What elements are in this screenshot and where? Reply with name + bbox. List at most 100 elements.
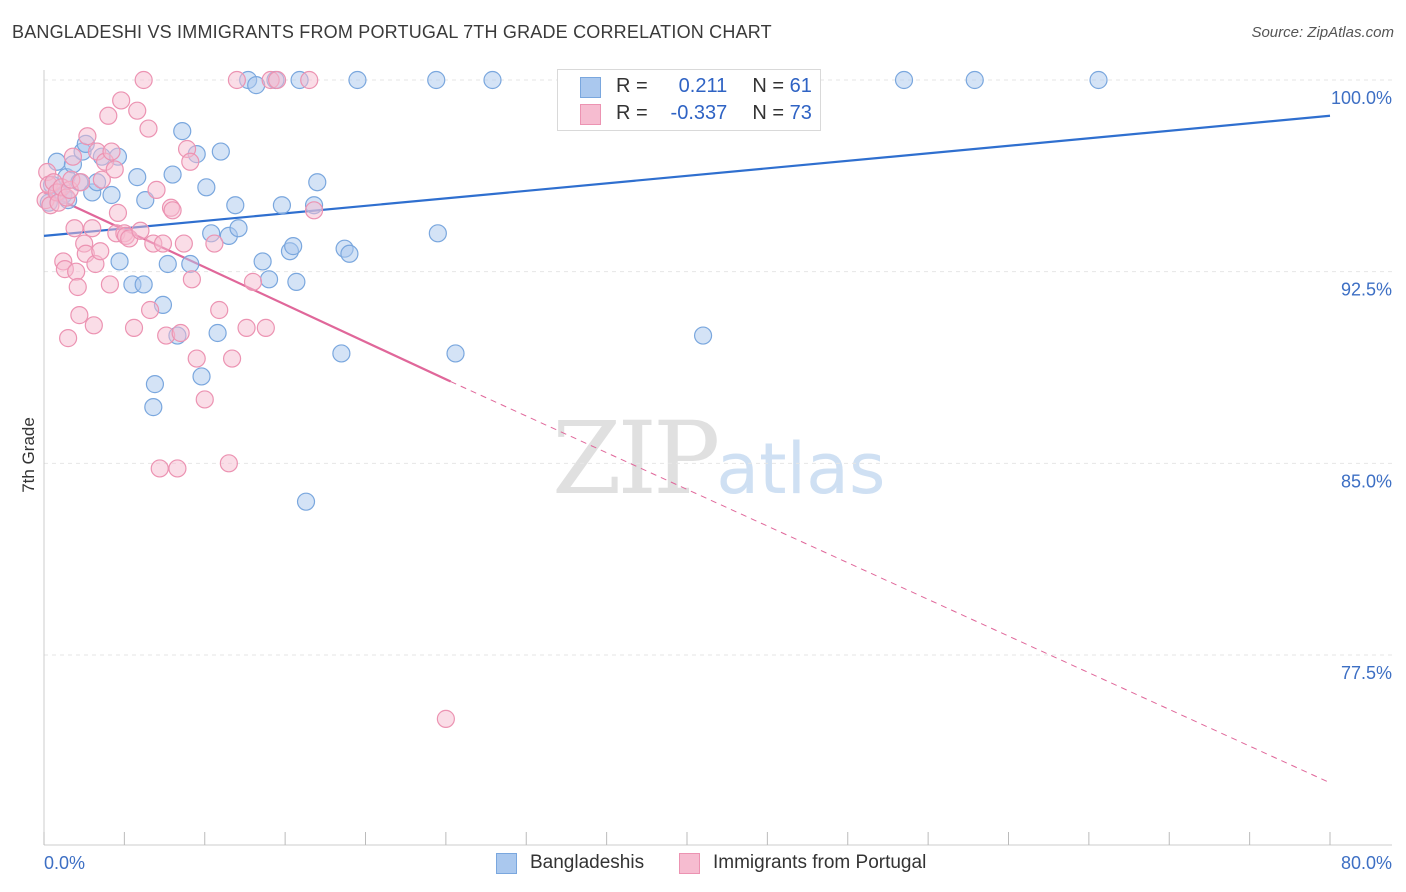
legend-swatch-pink: [679, 853, 700, 874]
point-portugal: [300, 70, 319, 90]
r-value-bangladeshis: 0.211: [678, 75, 728, 97]
point-portugal: [195, 390, 214, 409]
y-tick-label: 100.0%: [1331, 88, 1392, 108]
point-bangladeshi: [134, 275, 153, 294]
point-portugal: [99, 106, 118, 125]
point-portugal: [219, 454, 238, 473]
point-bangladeshi: [192, 367, 211, 386]
r-label: R =: [616, 102, 648, 124]
x-tick-label-max: 80.0%: [1341, 853, 1392, 873]
point-portugal: [70, 306, 89, 325]
point-bangladeshi: [173, 122, 192, 141]
watermark-zip: ZIP: [552, 400, 720, 517]
point-portugal: [150, 459, 169, 478]
point-portugal: [92, 170, 111, 189]
point-portugal: [112, 91, 131, 110]
x-tick-label-min: 0.0%: [44, 853, 85, 873]
point-bangladeshi: [446, 344, 465, 363]
y-tick-label: 92.5%: [1341, 280, 1392, 300]
point-bangladeshi: [211, 142, 230, 161]
point-portugal: [243, 272, 263, 291]
point-bangladeshi: [340, 244, 359, 263]
point-portugal: [124, 318, 144, 337]
legend-label-portugal: Immigrants from Portugal: [713, 852, 927, 873]
point-bangladeshi: [136, 191, 155, 210]
point-portugal: [84, 316, 103, 335]
point-bangladeshi: [163, 165, 182, 184]
point-portugal: [153, 234, 173, 253]
point-portugal: [78, 127, 97, 146]
y-tick-label: 85.0%: [1341, 471, 1392, 491]
series-legend: Bangladeshis Immigrants from Portugal: [0, 852, 1406, 878]
point-portugal: [210, 300, 229, 320]
point-portugal: [237, 318, 256, 337]
r-value-portugal: -0.337: [670, 102, 728, 124]
point-bangladeshi: [110, 252, 129, 271]
point-portugal: [134, 70, 153, 90]
n-value-bangladeshis: 61: [789, 75, 812, 97]
point-bangladeshi: [229, 219, 248, 238]
point-portugal: [67, 262, 86, 281]
n-label: N =: [752, 75, 785, 97]
point-portugal: [68, 277, 87, 297]
point-bangladeshi: [145, 375, 165, 394]
point-portugal: [227, 70, 246, 90]
point-bangladeshi: [693, 326, 713, 345]
point-portugal: [168, 459, 187, 478]
trend-line-portugal-extension: [450, 381, 1331, 784]
point-portugal: [59, 329, 78, 348]
legend-swatch-pink: [580, 104, 601, 125]
point-portugal: [267, 70, 287, 90]
point-bangladeshi: [428, 224, 447, 243]
point-portugal: [304, 201, 324, 220]
watermark-atlas: atlas: [716, 428, 886, 510]
point-bangladeshi: [296, 492, 316, 511]
point-portugal: [83, 219, 102, 238]
point-bangladeshi: [253, 252, 272, 271]
point-bangladeshi: [894, 70, 914, 90]
point-bangladeshi: [144, 398, 163, 417]
gridlines: [44, 79, 1392, 656]
legend-label-bangladeshis: Bangladeshis: [530, 852, 645, 873]
axes: [43, 70, 1392, 846]
y-tick-label: 77.5%: [1341, 663, 1392, 683]
point-portugal: [65, 219, 84, 238]
point-portugal: [102, 142, 121, 161]
correlation-legend: R = 0.211 N = 61 R = -0.337 N = 73: [557, 69, 821, 131]
point-bangladeshi: [287, 272, 306, 291]
point-bangladeshi: [102, 185, 121, 205]
point-bangladeshi: [1089, 70, 1108, 90]
point-portugal: [256, 318, 275, 337]
point-portugal: [147, 180, 166, 199]
point-portugal: [181, 152, 200, 171]
legend-swatch-blue: [580, 77, 601, 98]
point-bangladeshi: [348, 70, 367, 90]
point-bangladeshi: [259, 270, 279, 289]
point-bangladeshi: [197, 178, 216, 197]
y-tick-labels: 100.0% 92.5% 85.0% 77.5%: [1331, 88, 1392, 683]
trend-lines: [43, 114, 1331, 784]
point-portugal: [105, 160, 124, 179]
point-bangladeshi: [208, 323, 227, 343]
point-bangladeshi: [272, 196, 292, 215]
point-portugal: [100, 275, 120, 294]
point-bangladeshi: [226, 196, 245, 215]
point-portugal: [140, 300, 160, 320]
point-bangladeshi: [332, 344, 351, 363]
point-bangladeshi: [308, 173, 327, 192]
point-bangladeshi: [181, 254, 200, 274]
point-portugal: [139, 119, 158, 138]
point-portugal: [91, 242, 110, 261]
x-ticks: [43, 832, 1331, 845]
point-bangladeshi: [483, 70, 502, 90]
watermark: ZIPatlas: [552, 400, 885, 517]
legend-swatch-blue: [496, 853, 517, 874]
point-portugal: [63, 147, 83, 166]
r-label: R =: [616, 75, 648, 97]
point-portugal: [163, 201, 182, 220]
point-bangladeshi: [284, 237, 303, 256]
data-points: [36, 70, 1108, 728]
chart-title: BANGLADESHI VS IMMIGRANTS FROM PORTUGAL …: [12, 22, 772, 42]
point-bangladeshi: [427, 70, 446, 90]
